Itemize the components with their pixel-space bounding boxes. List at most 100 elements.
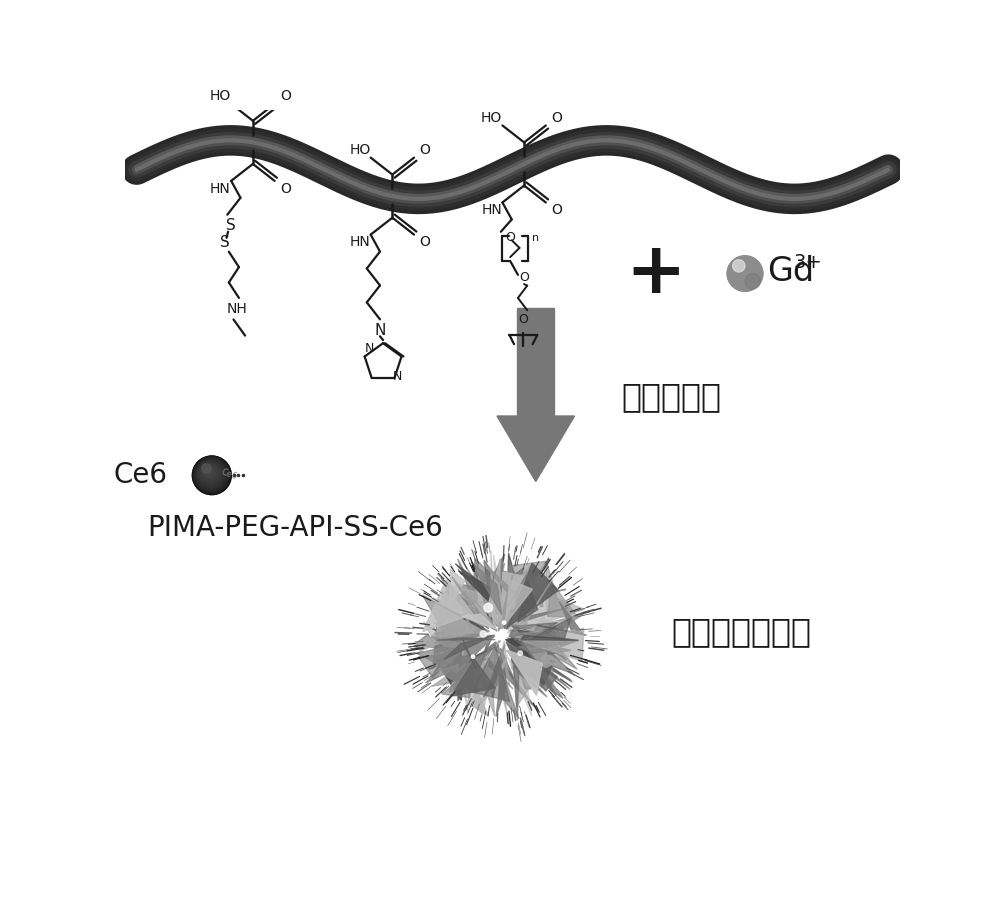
Polygon shape [506, 651, 555, 662]
Polygon shape [506, 553, 524, 629]
Polygon shape [463, 633, 495, 665]
Polygon shape [445, 656, 481, 693]
Polygon shape [537, 625, 586, 635]
Polygon shape [503, 585, 513, 613]
Polygon shape [508, 624, 530, 628]
Polygon shape [452, 577, 490, 624]
Polygon shape [487, 563, 505, 602]
Circle shape [204, 467, 213, 476]
Polygon shape [519, 628, 584, 661]
Circle shape [737, 265, 746, 273]
Polygon shape [466, 641, 501, 665]
Polygon shape [517, 639, 579, 650]
Polygon shape [426, 658, 478, 683]
Polygon shape [511, 645, 521, 669]
Circle shape [731, 259, 756, 284]
Polygon shape [510, 643, 535, 666]
Text: Ce6: Ce6 [220, 467, 238, 482]
Circle shape [737, 264, 747, 274]
Polygon shape [506, 580, 532, 624]
Polygon shape [476, 657, 495, 716]
Polygon shape [423, 622, 461, 650]
Circle shape [739, 266, 743, 270]
Polygon shape [474, 571, 499, 624]
Polygon shape [549, 639, 566, 660]
Polygon shape [426, 635, 495, 658]
Polygon shape [462, 642, 496, 669]
Polygon shape [443, 648, 492, 673]
Circle shape [480, 631, 487, 637]
Polygon shape [498, 658, 538, 710]
Circle shape [732, 260, 754, 282]
Polygon shape [494, 643, 507, 713]
Circle shape [200, 463, 220, 483]
Polygon shape [484, 560, 501, 620]
Circle shape [740, 267, 741, 268]
Circle shape [196, 459, 225, 488]
Polygon shape [455, 564, 500, 608]
Polygon shape [496, 653, 507, 717]
Polygon shape [507, 589, 535, 624]
Circle shape [732, 260, 755, 283]
Polygon shape [515, 652, 556, 695]
Polygon shape [504, 565, 536, 593]
Polygon shape [459, 571, 489, 602]
Polygon shape [506, 655, 532, 717]
Polygon shape [506, 561, 546, 629]
Polygon shape [512, 646, 557, 691]
Polygon shape [444, 591, 456, 607]
Circle shape [731, 259, 757, 285]
Polygon shape [525, 580, 552, 622]
Polygon shape [505, 585, 537, 627]
Polygon shape [422, 595, 489, 645]
Polygon shape [517, 309, 554, 416]
Circle shape [192, 456, 231, 495]
Polygon shape [472, 645, 510, 701]
Polygon shape [478, 579, 500, 628]
Polygon shape [433, 598, 470, 624]
Circle shape [204, 467, 214, 477]
Polygon shape [509, 626, 534, 639]
Circle shape [199, 463, 221, 484]
Polygon shape [447, 584, 489, 629]
Text: 诊疗一体化试剂: 诊疗一体化试剂 [671, 615, 811, 648]
Circle shape [735, 263, 749, 277]
Polygon shape [519, 646, 550, 654]
Polygon shape [514, 626, 556, 650]
Polygon shape [439, 618, 474, 628]
Circle shape [197, 461, 224, 487]
Text: S: S [220, 235, 230, 250]
Polygon shape [508, 638, 570, 689]
Circle shape [734, 261, 752, 279]
Polygon shape [478, 568, 494, 619]
Polygon shape [512, 603, 526, 632]
Polygon shape [493, 554, 502, 615]
Polygon shape [507, 572, 528, 608]
Polygon shape [432, 636, 481, 650]
Polygon shape [462, 560, 493, 608]
Polygon shape [498, 616, 502, 631]
Circle shape [201, 465, 218, 481]
Polygon shape [444, 635, 493, 659]
Polygon shape [451, 659, 495, 696]
Polygon shape [450, 677, 487, 692]
Circle shape [735, 263, 750, 278]
Polygon shape [461, 673, 485, 697]
Polygon shape [513, 659, 547, 697]
Polygon shape [510, 623, 528, 624]
Polygon shape [508, 575, 551, 627]
Circle shape [733, 259, 745, 272]
Polygon shape [531, 619, 573, 628]
Polygon shape [444, 645, 460, 666]
Polygon shape [523, 593, 584, 630]
Circle shape [199, 462, 222, 485]
Polygon shape [435, 603, 486, 632]
Polygon shape [437, 614, 489, 637]
Circle shape [735, 262, 750, 278]
Text: HN: HN [210, 182, 231, 195]
Polygon shape [506, 585, 554, 628]
Circle shape [728, 257, 762, 290]
Polygon shape [510, 630, 524, 636]
Polygon shape [433, 614, 475, 624]
Circle shape [195, 458, 227, 490]
